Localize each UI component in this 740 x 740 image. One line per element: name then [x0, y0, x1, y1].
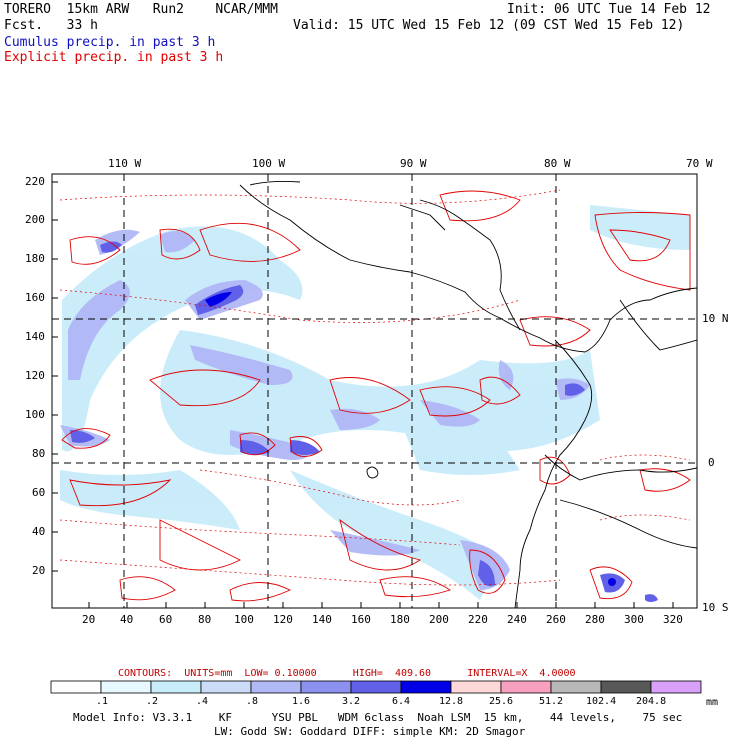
- init-time: Init: 06 UTC Tue 14 Feb 12: [507, 2, 711, 17]
- y-tick-label: 100: [25, 408, 45, 421]
- colorbar-label: 51.2: [539, 696, 564, 707]
- map-frame: [51, 173, 698, 609]
- y-tick-label: 160: [25, 291, 45, 304]
- x-tick-label: 40: [120, 613, 134, 626]
- colorbar-label: .8: [246, 696, 259, 707]
- x-tick-label: 220: [468, 613, 488, 626]
- model-title: TORERO 15km ARW Run2 NCAR/MMM: [4, 2, 278, 17]
- lat-label-10s: 10 S: [702, 601, 729, 614]
- y-tick-label: 60: [32, 486, 46, 499]
- x-tick-label: 80: [198, 613, 212, 626]
- x-tick-label: 160: [351, 613, 371, 626]
- contours-info: CONTOURS: UNITS=mm LOW= 0.10000 HIGH= 40…: [118, 668, 576, 679]
- colorbar-unit: mm: [706, 697, 719, 708]
- physics-info: LW: Godd SW: Goddard DIFF: simple KM: 2D…: [214, 725, 526, 738]
- x-tick-label: 320: [663, 613, 683, 626]
- y-tick-label: 20: [32, 564, 46, 577]
- lat-label-10n: 10 N: [702, 312, 729, 325]
- x-tick-label: 240: [507, 613, 527, 626]
- lon-label-90w: 90 W: [400, 157, 427, 170]
- x-tick-label: 100: [234, 613, 254, 626]
- lat-label-0: 0: [708, 456, 715, 469]
- colorbar-label: .2: [146, 696, 159, 707]
- forecast-hour: Fcst. 33 h: [4, 18, 98, 33]
- x-tick-label: 260: [546, 613, 566, 626]
- colorbar: [50, 680, 702, 694]
- lon-label-100w: 100 W: [252, 157, 286, 170]
- y-tick-label: 80: [32, 447, 46, 460]
- x-tick-label: 300: [624, 613, 644, 626]
- colorbar-label: 1.6: [292, 696, 311, 707]
- x-tick-label: 180: [390, 613, 410, 626]
- colorbar-label: .4: [196, 696, 209, 707]
- lon-label-70w: 70 W: [686, 157, 713, 170]
- x-tick-label: 140: [312, 613, 332, 626]
- valid-time: Valid: 15 UTC Wed 15 Feb 12 (09 CST Wed …: [293, 18, 685, 33]
- precip-field: [52, 174, 697, 608]
- x-tick-label: 60: [159, 613, 173, 626]
- explicit-legend: Explicit precip. in past 3 h: [4, 50, 224, 65]
- x-tick-label: 20: [82, 613, 96, 626]
- y-tick-label: 120: [25, 369, 45, 382]
- colorbar-label: .1: [96, 696, 109, 707]
- colorbar-label: 12.8: [439, 696, 464, 707]
- lon-label-80w: 80 W: [544, 157, 571, 170]
- model-info: Model Info: V3.3.1 KF YSU PBL WDM 6class…: [73, 711, 683, 724]
- y-tick-label: 140: [25, 330, 45, 343]
- colorbar-label: 204.8: [636, 696, 667, 707]
- colorbar-label: 102.4: [586, 696, 617, 707]
- y-tick-label: 40: [32, 525, 46, 538]
- cumulus-legend: Cumulus precip. in past 3 h: [4, 35, 216, 50]
- y-tick-label: 200: [25, 213, 45, 226]
- y-tick-label: 220: [25, 175, 45, 188]
- x-tick-label: 200: [429, 613, 449, 626]
- colorbar-label: 3.2: [342, 696, 361, 707]
- y-tick-label: 180: [25, 252, 45, 265]
- x-tick-label: 280: [585, 613, 605, 626]
- lon-label-110w: 110 W: [108, 157, 142, 170]
- x-tick-label: 120: [273, 613, 293, 626]
- colorbar-label: 25.6: [489, 696, 514, 707]
- colorbar-label: 6.4: [392, 696, 411, 707]
